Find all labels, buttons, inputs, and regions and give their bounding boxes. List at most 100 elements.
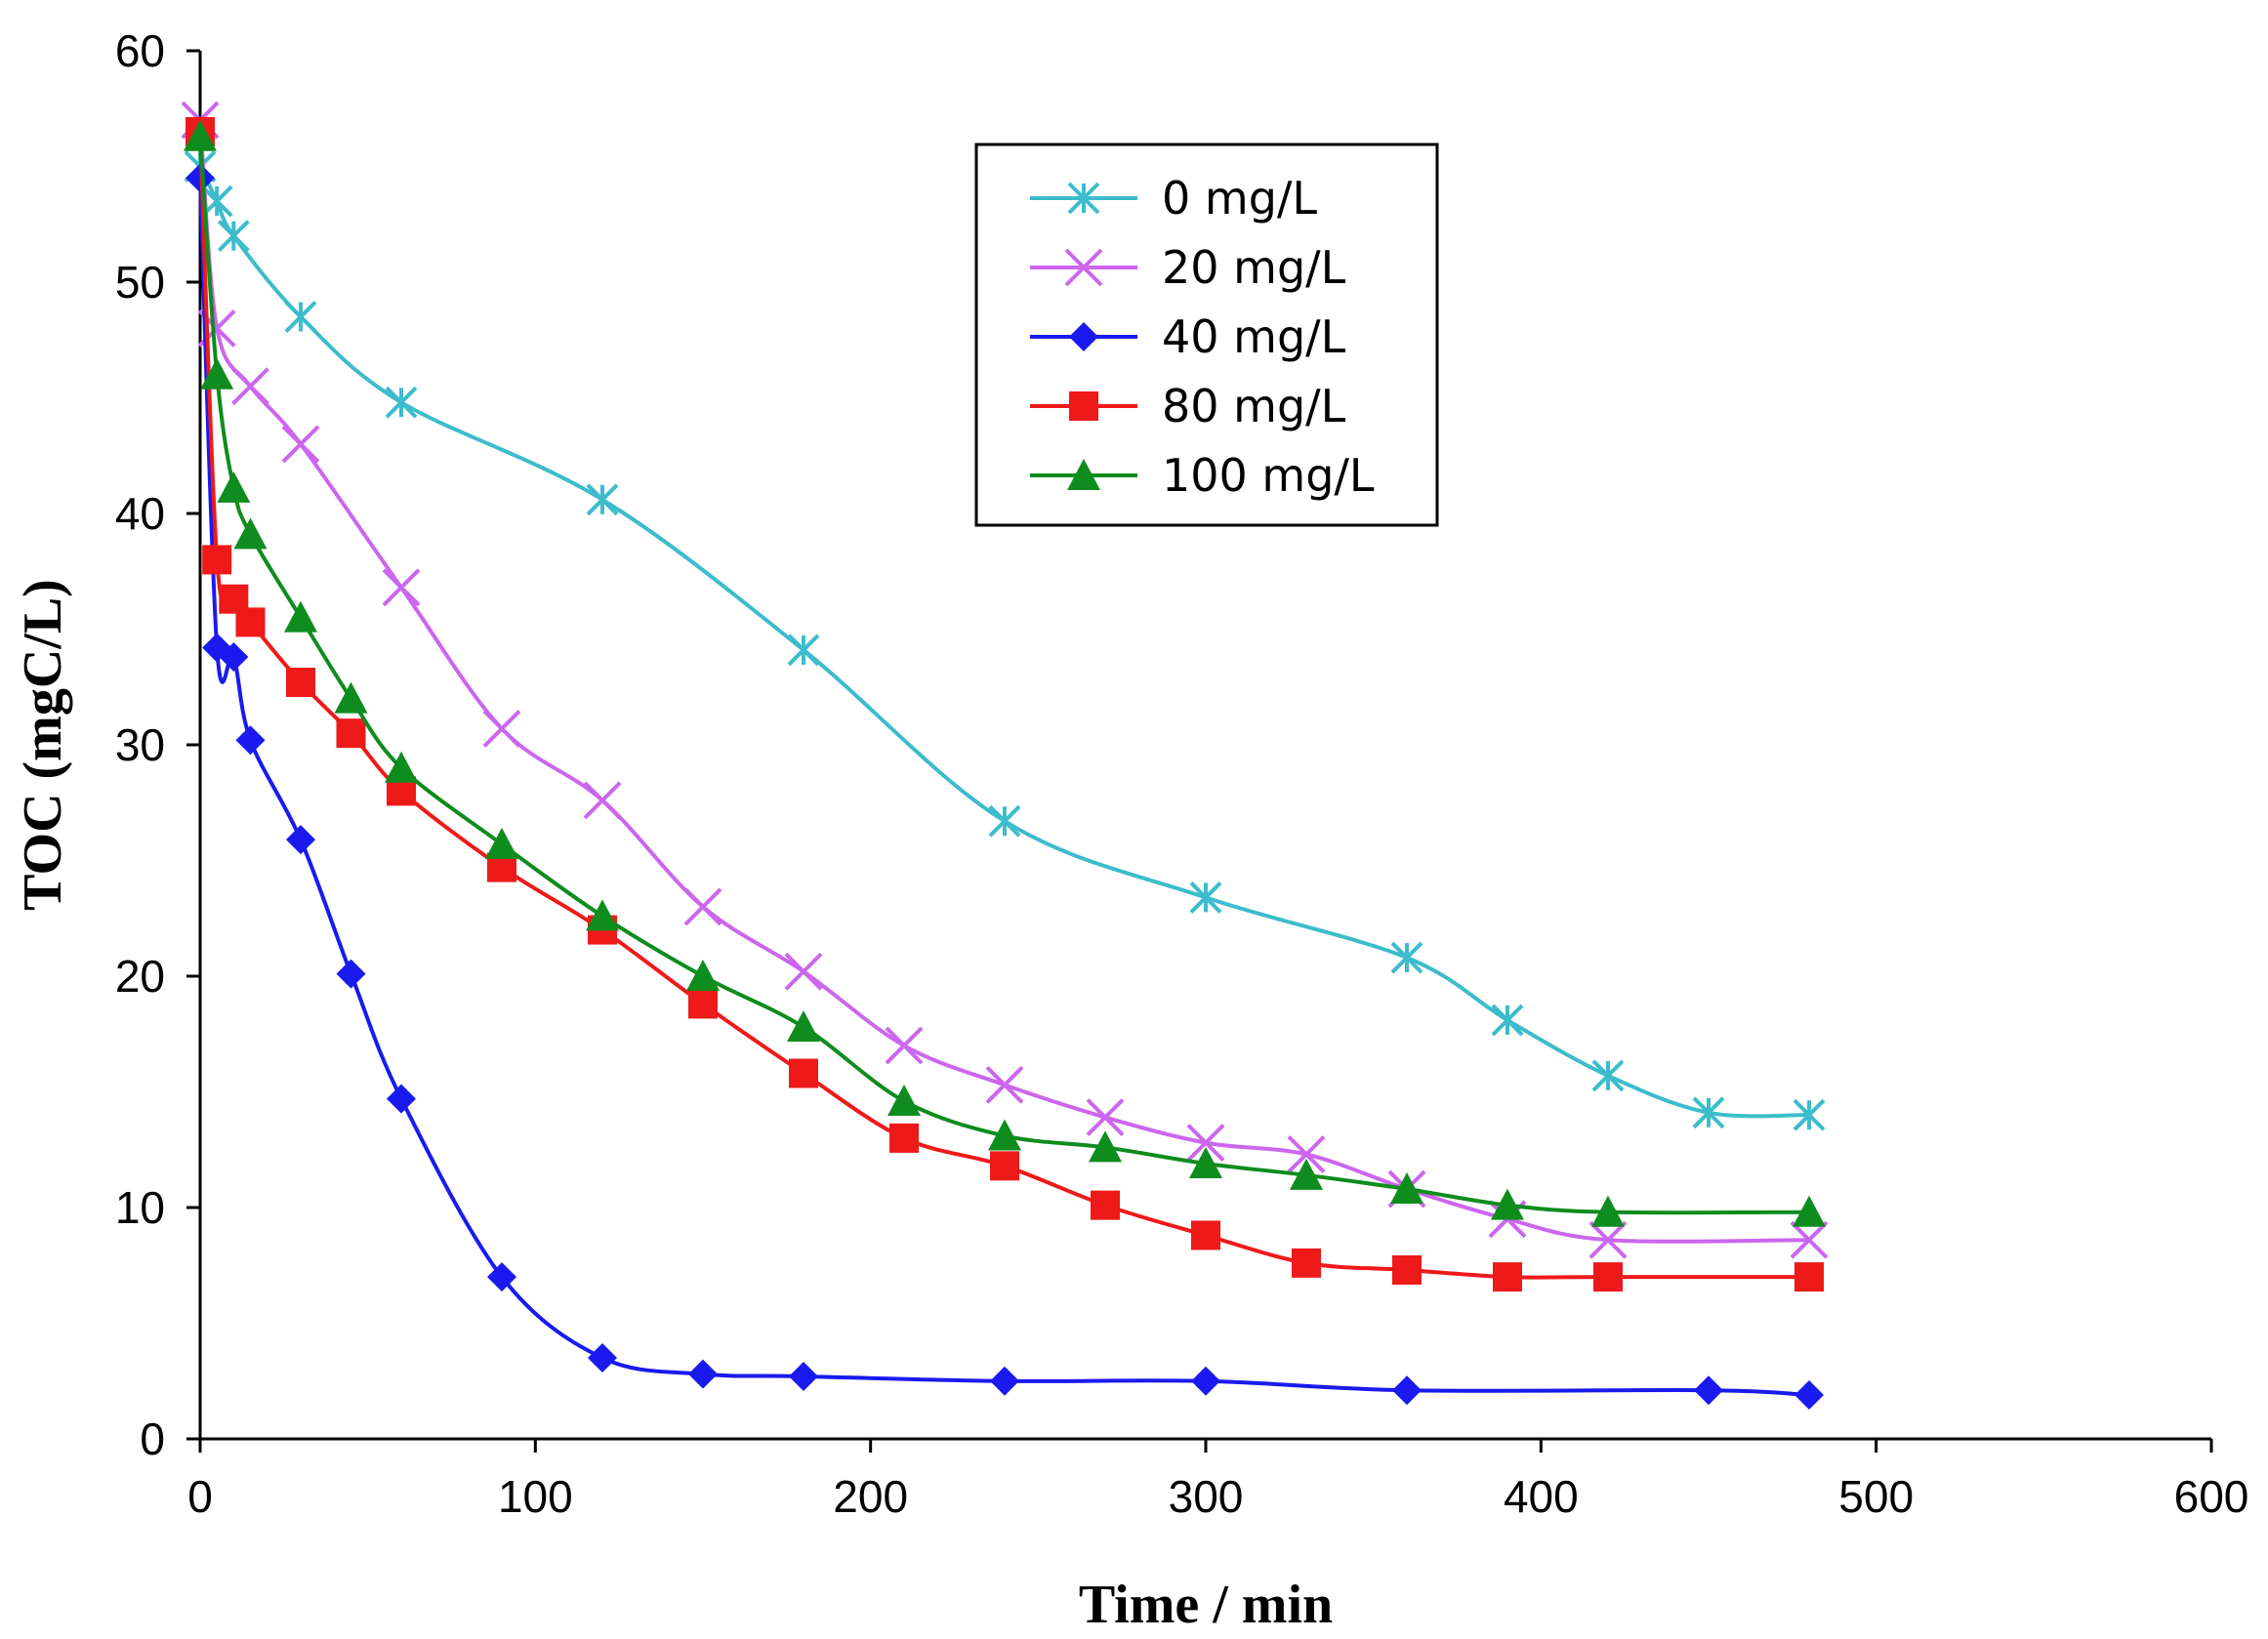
data-point	[1292, 1248, 1321, 1278]
data-point	[1392, 1375, 1422, 1406]
data-point	[688, 1359, 718, 1389]
y-tick-label: 0	[140, 1414, 165, 1464]
y-tick-label: 40	[115, 488, 165, 539]
data-point	[1794, 1379, 1824, 1410]
data-point	[988, 1119, 1021, 1151]
data-point	[184, 119, 217, 151]
legend-entry: 20 mg/L	[1030, 241, 1346, 294]
y-tick-label: 10	[115, 1182, 165, 1233]
legend-entry: 0 mg/L	[1030, 172, 1317, 225]
data-point	[1390, 1172, 1423, 1205]
data-point	[482, 709, 521, 748]
y-axis-title: TOC (mgC/L)	[13, 579, 73, 911]
data-point	[219, 641, 249, 672]
data-point	[217, 220, 250, 253]
data-point	[887, 1084, 921, 1116]
data-point	[1794, 1262, 1824, 1292]
data-point	[789, 1362, 818, 1392]
data-point	[885, 1026, 924, 1065]
data-point	[988, 804, 1021, 838]
data-point	[1191, 1366, 1220, 1396]
data-point	[200, 357, 234, 389]
data-point	[1191, 1220, 1220, 1250]
data-point	[985, 1065, 1024, 1104]
data-point	[286, 825, 315, 855]
data-point	[385, 751, 418, 783]
data-point	[1694, 1375, 1723, 1406]
legend-entry: 80 mg/L	[1030, 380, 1346, 432]
legend-label: 80 mg/L	[1162, 380, 1346, 432]
data-point	[1189, 881, 1222, 914]
data-point	[1493, 1262, 1522, 1292]
data-point	[1392, 1254, 1422, 1285]
data-point	[1588, 1220, 1628, 1259]
data-point	[281, 425, 320, 464]
data-point	[688, 989, 718, 1019]
data-point	[336, 959, 366, 989]
series-20-mg-l	[181, 101, 1829, 1259]
data-point	[787, 634, 820, 667]
data-point	[990, 1366, 1019, 1396]
data-point	[990, 1151, 1019, 1181]
legend: 0 mg/L 20 mg/L 40 mg/L 80 mg/L 100 mg/L	[974, 143, 1439, 527]
data-point	[1390, 941, 1423, 974]
data-point	[1186, 1124, 1225, 1163]
data-point	[334, 681, 368, 714]
data-point	[683, 887, 722, 926]
legend-entry: 100 mg/L	[1030, 449, 1375, 502]
series-0-mg-l	[184, 150, 1826, 1131]
legend-marker	[1069, 391, 1098, 421]
data-point	[586, 899, 619, 931]
legend-entry: 40 mg/L	[1030, 310, 1346, 363]
x-tick-label: 500	[1838, 1471, 1914, 1522]
x-tick-label: 100	[498, 1471, 573, 1522]
x-axis-title: Time / min	[1079, 1575, 1333, 1635]
data-point	[787, 1010, 820, 1043]
data-point	[382, 568, 421, 607]
legend-label: 100 mg/L	[1162, 449, 1375, 502]
data-point	[284, 301, 317, 333]
data-point	[487, 1262, 516, 1292]
data-point	[1793, 1098, 1826, 1131]
series-80-mg-l	[186, 116, 1824, 1292]
legend-label: 20 mg/L	[1162, 241, 1346, 294]
y-tick-label: 20	[115, 951, 165, 1002]
data-point	[1692, 1096, 1725, 1129]
data-point	[1189, 1146, 1222, 1178]
data-point	[784, 952, 823, 991]
series-group	[181, 101, 1829, 1410]
data-point	[286, 668, 315, 698]
data-point	[588, 1343, 617, 1373]
legend-marker	[1067, 182, 1100, 215]
data-point	[336, 718, 366, 749]
data-point	[235, 607, 266, 637]
data-point	[235, 725, 266, 756]
data-point	[686, 960, 720, 991]
data-point	[1491, 1188, 1524, 1220]
data-point	[217, 471, 251, 503]
legend-marker	[1067, 459, 1100, 490]
data-point	[1086, 1098, 1125, 1136]
x-tick-label: 400	[1504, 1471, 1579, 1522]
series-100-mg-l	[184, 119, 1826, 1227]
data-point	[583, 781, 622, 820]
data-point	[202, 545, 232, 575]
data-point	[1091, 1190, 1120, 1220]
y-tick-label: 30	[115, 719, 165, 770]
data-point	[284, 600, 317, 633]
data-point	[1593, 1262, 1623, 1292]
x-tick-label: 0	[187, 1471, 213, 1522]
data-point	[485, 827, 518, 859]
legend-marker	[1069, 322, 1098, 351]
data-point	[789, 1058, 818, 1088]
data-point	[586, 483, 619, 516]
data-point	[1591, 1059, 1625, 1092]
data-point	[1089, 1130, 1122, 1163]
data-point	[1591, 1195, 1625, 1227]
data-point	[1793, 1195, 1826, 1227]
legend-marker	[1064, 248, 1103, 287]
data-point	[387, 1084, 416, 1114]
